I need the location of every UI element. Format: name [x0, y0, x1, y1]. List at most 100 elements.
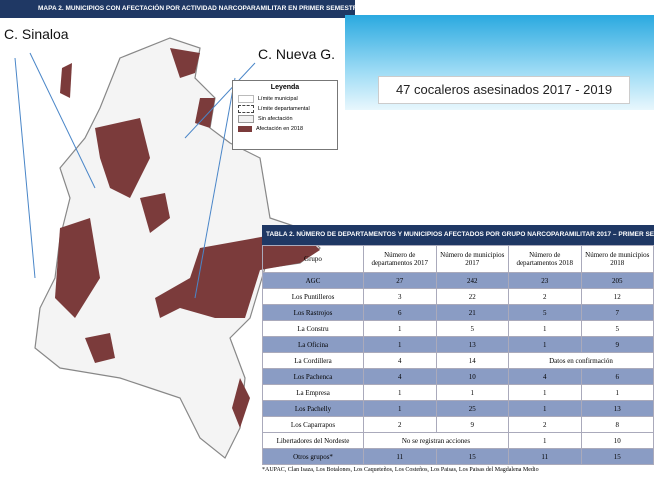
table-cell: 1: [363, 320, 437, 337]
table-row: Los Pachenca 4 10 4 6: [262, 368, 654, 385]
table-row: Los Caparrapos 2 9 2 8: [262, 416, 654, 433]
legend-label: Límite departamental: [258, 106, 310, 112]
legend-item: Límite municipal: [238, 94, 332, 104]
table-cell: 21: [435, 304, 509, 321]
table-cell: 5: [508, 304, 582, 321]
table-cell: 11: [508, 448, 582, 465]
table-cell: 23: [508, 272, 582, 289]
table-cell: La Constru: [262, 320, 364, 337]
column-header: Número de municipios 2018: [580, 245, 654, 273]
map-label: C. Nueva G.: [258, 46, 336, 62]
legend-label: Afectación en 2018: [256, 126, 304, 132]
column-header: Número de departamentos 2018: [508, 245, 582, 273]
table-cell: 1: [508, 384, 582, 401]
table-cell: La Oficina: [262, 336, 364, 353]
table: Grupo Número de departamentos 2017 Número …: [262, 245, 654, 465]
table-cell: 11: [363, 448, 437, 465]
table-cell: 6: [580, 368, 654, 385]
table-cell: 1: [363, 400, 437, 417]
legend-swatch: [238, 115, 254, 123]
footnote: *AUPAC, Clan Isaza, Los Botalones, Los C…: [262, 467, 539, 473]
table-cell: 4: [508, 368, 582, 385]
table-cell: 8: [580, 416, 654, 433]
table-cell: Otros grupos*: [262, 448, 364, 465]
table-row: La Constru 1 5 1 5: [262, 320, 654, 337]
table-cell: 15: [580, 448, 654, 465]
map-title: MAPA 2. MUNICIPIOS CON AFECTACIÓN POR AC…: [0, 0, 355, 18]
table-cell: 14: [435, 352, 509, 369]
column-header: Número de departamentos 2017: [363, 245, 437, 273]
table-cell: AGC: [262, 272, 364, 289]
table-cell: La Empresa: [262, 384, 364, 401]
table-cell: Los Caparrapos: [262, 416, 364, 433]
table-row: Libertadores del Nordeste No se registran…: [262, 432, 654, 449]
table-cell: Libertadores del Nordeste: [262, 432, 364, 449]
table-cell: 25: [435, 400, 509, 417]
table-row: Los Pachelly 1 25 1 13: [262, 400, 654, 417]
column-header: Grupo: [262, 245, 364, 273]
table-cell: 10: [435, 368, 509, 385]
legend-item: Límite departamental: [238, 104, 332, 114]
table-cell: 4: [363, 368, 437, 385]
legend-title: Leyenda: [270, 84, 300, 91]
table-cell: 1: [508, 400, 582, 417]
table-row: La Cordillera 4 14 Datos en confirmación: [262, 352, 654, 369]
table-row: La Empresa 1 1 1 1: [262, 384, 654, 401]
table-cell: Los Pachelly: [262, 400, 364, 417]
table-cell: 205: [580, 272, 654, 289]
table-row: Otros grupos* 11 15 11 15: [262, 448, 654, 465]
legend-label: Límite municipal: [258, 96, 298, 102]
legend-swatch: [238, 105, 254, 113]
table-cell: 6: [363, 304, 437, 321]
table-cell: 9: [435, 416, 509, 433]
table-cell: La Cordillera: [262, 352, 364, 369]
table-cell: 5: [435, 320, 509, 337]
legend-item: Sin afectación: [238, 114, 332, 124]
table-cell: 5: [580, 320, 654, 337]
header-row: Grupo Número de departamentos 2017 Número …: [262, 245, 654, 273]
table-cell: No se registran acciones: [363, 432, 509, 449]
table-cell: 1: [508, 432, 582, 449]
legend-swatch: [238, 95, 254, 103]
table-cell: 1: [363, 384, 437, 401]
table-row: Los Rastrojos 6 21 5 7: [262, 304, 654, 321]
table-cell: 1: [435, 384, 509, 401]
table-cell: 2: [363, 416, 437, 433]
table-cell: 7: [580, 304, 654, 321]
table-cell: 2: [508, 416, 582, 433]
table-cell: 13: [580, 400, 654, 417]
legend-swatch: [238, 126, 252, 132]
table-cell: 1: [363, 336, 437, 353]
table-cell: 1: [508, 336, 582, 353]
table-title: TABLA 2. NÚMERO DE DEPARTAMENTOS Y MUNIC…: [262, 225, 654, 245]
table-cell: 15: [435, 448, 509, 465]
table-cell: 22: [435, 288, 509, 305]
legend-items: Límite municipal Límite departamental Sin …: [238, 94, 332, 134]
legend-item: Afectación en 2018: [238, 124, 332, 134]
map: [14, 37, 321, 459]
table-cell: 3: [363, 288, 437, 305]
column-header: Número de municipios 2017: [435, 245, 509, 273]
table-cell: 2: [508, 288, 582, 305]
legend-label: Sin afectación: [258, 116, 293, 122]
table-cell: 13: [435, 336, 509, 353]
table-cell: 9: [580, 336, 654, 353]
table-cell: 12: [580, 288, 654, 305]
table-cell: 4: [363, 352, 437, 369]
table-cell: Datos en confirmación: [508, 352, 654, 369]
table-cell: 1: [508, 320, 582, 337]
table-cell: 1: [580, 384, 654, 401]
table-row: La Oficina 1 13 1 9: [262, 336, 654, 353]
table-row: Los Puntilleros 3 22 2 12: [262, 288, 654, 305]
banner-text: 47 cocaleros asesinados 2017 - 2019: [378, 76, 630, 104]
table-row: AGC 27 242 23 205: [262, 272, 654, 289]
table-cell: Los Pachenca: [262, 368, 364, 385]
table-cell: Los Rastrojos: [262, 304, 364, 321]
legend: Leyenda Límite municipal Límite departame…: [232, 80, 338, 150]
table-block: TABLA 2. NÚMERO DE DEPARTAMENTOS Y MUNIC…: [262, 225, 654, 473]
table-cell: Los Puntilleros: [262, 288, 364, 305]
table-cell: 10: [580, 432, 654, 449]
table-cell: 27: [363, 272, 437, 289]
table-cell: 242: [435, 272, 509, 289]
